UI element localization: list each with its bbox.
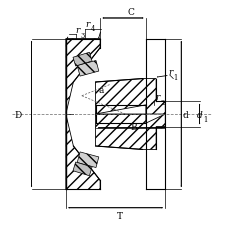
Text: 4: 4	[90, 25, 95, 33]
Polygon shape	[77, 152, 98, 168]
Text: a: a	[98, 86, 104, 95]
Text: r: r	[168, 68, 172, 77]
Text: T: T	[117, 211, 123, 220]
Text: d: d	[182, 110, 188, 119]
Text: r: r	[85, 20, 90, 29]
Polygon shape	[73, 53, 92, 67]
Text: B: B	[130, 122, 136, 131]
Polygon shape	[65, 114, 100, 190]
Text: D: D	[14, 110, 21, 119]
Text: r: r	[155, 93, 159, 102]
Text: C: C	[127, 8, 134, 16]
Text: 3: 3	[80, 32, 84, 40]
Text: 1: 1	[173, 73, 177, 81]
Polygon shape	[95, 79, 165, 114]
Polygon shape	[77, 61, 98, 77]
Polygon shape	[95, 114, 165, 150]
Text: r: r	[75, 26, 79, 35]
Text: 1: 1	[203, 115, 207, 123]
Text: 2: 2	[160, 98, 164, 106]
Text: d: d	[196, 110, 202, 119]
Polygon shape	[65, 39, 100, 114]
Polygon shape	[73, 162, 92, 176]
